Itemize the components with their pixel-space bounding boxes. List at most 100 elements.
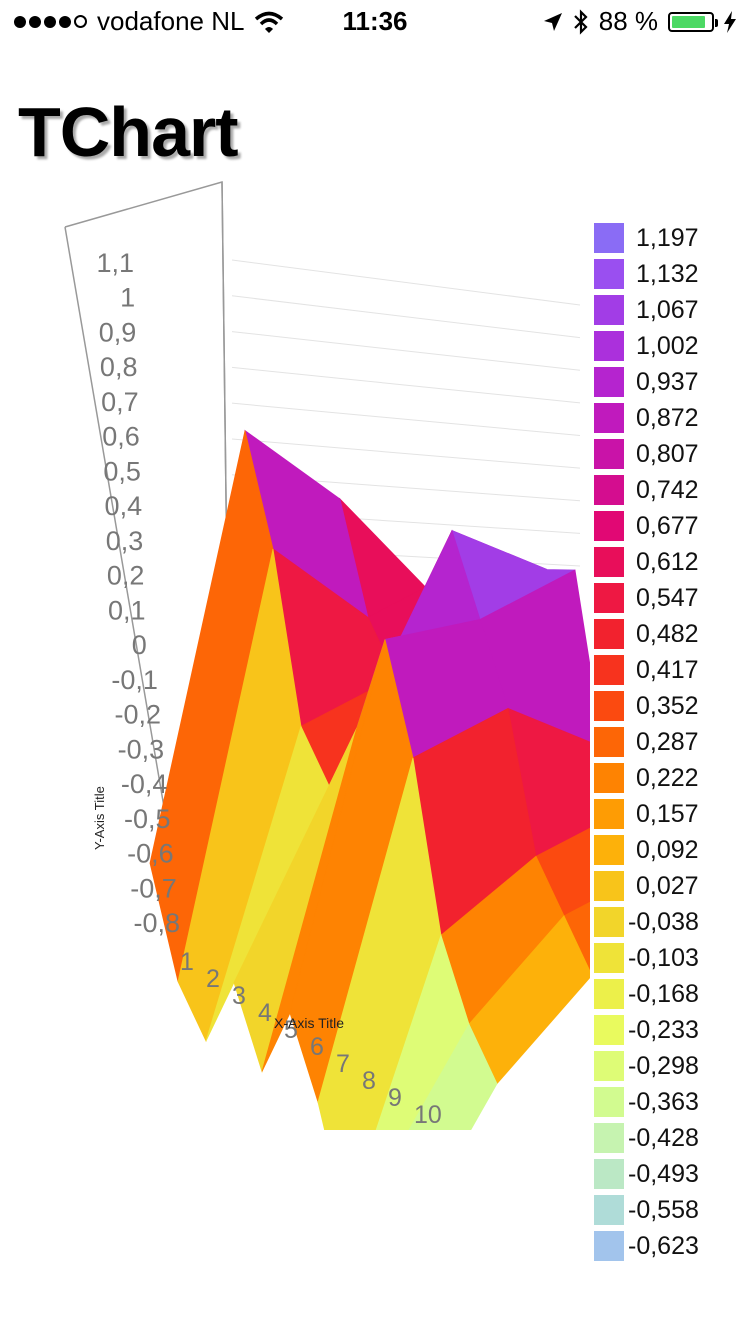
legend-label: 0,287 bbox=[636, 727, 699, 756]
legend-item: -0,233 bbox=[594, 1012, 744, 1048]
legend-item: -0,168 bbox=[594, 976, 744, 1012]
legend-label: -0,493 bbox=[628, 1159, 699, 1188]
legend-swatch bbox=[594, 943, 624, 973]
legend-item: 0,287 bbox=[594, 724, 744, 760]
legend-item: 0,417 bbox=[594, 652, 744, 688]
legend-item: 1,197 bbox=[594, 220, 744, 256]
legend-swatch bbox=[594, 403, 624, 433]
status-time: 11:36 bbox=[342, 6, 408, 36]
gridline bbox=[231, 331, 581, 371]
legend-label: 0,612 bbox=[636, 547, 699, 576]
surface-cell bbox=[408, 1023, 498, 1130]
legend-swatch bbox=[594, 547, 624, 577]
legend-swatch bbox=[594, 727, 624, 757]
status-bar-right: 88 % bbox=[543, 6, 736, 37]
legend-swatch bbox=[594, 583, 624, 613]
legend-label: -0,038 bbox=[628, 907, 699, 936]
legend-label: 0,677 bbox=[636, 511, 699, 540]
status-bar-left: vodafone NL bbox=[14, 6, 284, 37]
legend-label: 1,002 bbox=[636, 331, 699, 360]
y-tick-label: 0 bbox=[132, 630, 147, 660]
battery-icon bbox=[668, 11, 718, 32]
carrier-name: vodafone NL bbox=[97, 6, 245, 36]
legend-label: 1,197 bbox=[636, 223, 699, 252]
y-axis-ticks: -0,8 -0,7 -0,6 -0,5 -0,4 -0,3 -0,2 -0,1 0 0,1 0,2 0… bbox=[96, 248, 180, 938]
legend-label: 0,547 bbox=[636, 583, 699, 612]
surface-chart[interactable]: -0,8 -0,7 -0,6 -0,5 -0,4 -0,3 -0,2 -0,1 0 0,1 0,2 0… bbox=[0, 170, 590, 1130]
legend-label: 0,157 bbox=[636, 799, 699, 828]
page-title: TChart bbox=[18, 93, 239, 171]
y-tick-label: -0,7 bbox=[130, 873, 177, 903]
legend-item: -0,558 bbox=[594, 1192, 744, 1228]
x-tick-label: 8 bbox=[362, 1067, 376, 1095]
legend-label: 0,482 bbox=[636, 619, 699, 648]
x-tick-label: 4 bbox=[258, 999, 272, 1027]
legend-swatch bbox=[594, 655, 624, 685]
legend-swatch bbox=[594, 799, 624, 829]
legend-swatch bbox=[594, 907, 624, 937]
legend-item: 0,222 bbox=[594, 760, 744, 796]
y-tick-label: 0,6 bbox=[102, 422, 140, 452]
legend-label: -0,363 bbox=[628, 1087, 699, 1116]
x-tick-label: 3 bbox=[232, 982, 246, 1010]
y-tick-label: -0,2 bbox=[115, 700, 162, 730]
legend-swatch bbox=[594, 439, 624, 469]
x-tick-label: 2 bbox=[206, 965, 220, 993]
x-tick-label: 5 bbox=[284, 1016, 298, 1044]
y-tick-label: 0,8 bbox=[100, 352, 138, 382]
y-tick-label: -0,4 bbox=[121, 769, 168, 799]
legend-label: 0,092 bbox=[636, 835, 699, 864]
y-tick-label: -0,8 bbox=[133, 908, 180, 938]
legend-item: 1,067 bbox=[594, 292, 744, 328]
legend-swatch bbox=[594, 1051, 624, 1081]
legend-swatch bbox=[594, 475, 624, 505]
y-tick-label: 0,5 bbox=[103, 456, 141, 486]
legend-item: 0,677 bbox=[594, 508, 744, 544]
legend-item: 0,937 bbox=[594, 364, 744, 400]
legend-swatch bbox=[594, 619, 624, 649]
y-tick-label: 0,2 bbox=[107, 561, 145, 591]
location-arrow-icon bbox=[543, 12, 562, 31]
gridline bbox=[231, 438, 581, 469]
legend-swatch bbox=[594, 1015, 624, 1045]
legend-swatch bbox=[594, 763, 624, 793]
legend-swatch bbox=[594, 835, 624, 865]
battery-fill bbox=[672, 15, 706, 28]
gridline bbox=[231, 295, 581, 339]
legend-swatch bbox=[594, 259, 624, 289]
legend-label: -0,233 bbox=[628, 1015, 699, 1044]
legend-swatch bbox=[594, 295, 624, 325]
y-tick-label: 0,7 bbox=[101, 387, 139, 417]
legend-item: -0,038 bbox=[594, 904, 744, 940]
legend-item: -0,298 bbox=[594, 1048, 744, 1084]
legend-item: 0,352 bbox=[594, 688, 744, 724]
legend-label: 0,222 bbox=[636, 763, 699, 792]
signal-dots-icon bbox=[14, 15, 87, 28]
legend-item: 0,092 bbox=[594, 832, 744, 868]
legend-item: 0,872 bbox=[594, 400, 744, 436]
y-tick-label: 0,1 bbox=[108, 595, 146, 625]
legend-label: 0,937 bbox=[636, 367, 699, 396]
chart-legend: 1,197 1,132 1,067 1,002 0,937 0,872 0,807 0,742… bbox=[594, 220, 744, 1264]
legend-swatch bbox=[594, 1123, 624, 1153]
legend-item: 0,157 bbox=[594, 796, 744, 832]
legend-label: 0,872 bbox=[636, 403, 699, 432]
legend-label: 0,417 bbox=[636, 655, 699, 684]
legend-swatch bbox=[594, 871, 624, 901]
y-tick-label: 0,9 bbox=[99, 317, 137, 347]
x-tick-label: 10 bbox=[414, 1101, 442, 1129]
legend-label: -0,623 bbox=[628, 1231, 699, 1260]
y-tick-label: -0,5 bbox=[124, 804, 171, 834]
legend-item: -0,103 bbox=[594, 940, 744, 976]
y-tick-label: -0,3 bbox=[118, 734, 165, 764]
legend-swatch bbox=[594, 1159, 624, 1189]
x-axis-title: X-Axis Title bbox=[274, 1015, 344, 1031]
gridline bbox=[231, 402, 581, 437]
x-tick-label: 1 bbox=[180, 948, 194, 976]
legend-swatch bbox=[594, 1087, 624, 1117]
legend-label: 0,352 bbox=[636, 691, 699, 720]
legend-item: -0,623 bbox=[594, 1228, 744, 1264]
legend-label: 0,742 bbox=[636, 475, 699, 504]
legend-item: 0,742 bbox=[594, 472, 744, 508]
